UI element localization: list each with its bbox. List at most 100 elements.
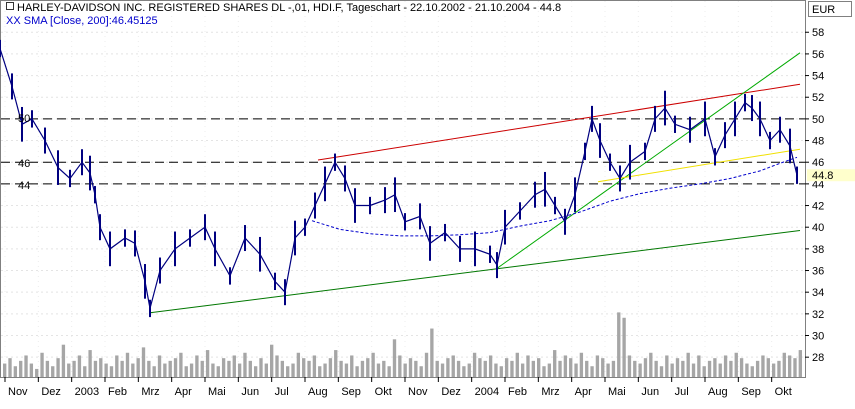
volume-bar — [638, 363, 642, 377]
x-tick-label: Okt — [775, 386, 792, 398]
volume-bar — [264, 363, 268, 377]
volume-bar — [734, 352, 738, 377]
chart-menu-icon[interactable] — [6, 2, 14, 10]
volume-bar — [430, 328, 434, 377]
x-tick-label: Mrz — [541, 386, 559, 398]
volume-bar — [691, 363, 696, 377]
volume-bar — [360, 360, 365, 377]
volume-bar — [296, 352, 301, 377]
volume-bar — [147, 360, 151, 377]
volume-bar — [424, 352, 429, 377]
y-tick-label: 50 — [812, 114, 824, 126]
volume-bar — [435, 360, 439, 377]
volume-bar — [398, 355, 402, 377]
x-tick-label: Jul — [275, 386, 289, 398]
volume-bar — [334, 350, 338, 377]
volume-bar — [702, 366, 706, 377]
y-tick-label: 52 — [812, 92, 824, 104]
y-tick-label: 38 — [812, 244, 824, 256]
price-line — [0, 39, 798, 318]
volume-bar — [611, 360, 616, 377]
volume-bar — [125, 352, 130, 377]
volume-bar — [387, 366, 391, 377]
currency-selector[interactable]: EUR — [808, 1, 852, 17]
volume-bar — [83, 366, 87, 377]
x-tick-label: Apr — [575, 386, 592, 398]
volume-bar — [237, 363, 242, 377]
sma-legend: XX SMA [Close, 200]:46.45125 — [6, 15, 158, 27]
y-tick-label: 40 — [812, 222, 824, 234]
volume-bar — [755, 360, 760, 377]
volume-bar — [686, 352, 690, 377]
volume-bar — [371, 352, 375, 377]
volume-bar — [520, 363, 525, 377]
volume-bar — [697, 355, 701, 377]
volume-bar — [355, 366, 359, 377]
volume-bar — [302, 358, 306, 377]
volume-bar — [45, 360, 50, 377]
x-tick-label: Aug — [308, 386, 328, 398]
volume-bar — [793, 358, 797, 377]
volume-bar — [109, 366, 114, 377]
trend-line — [149, 229, 801, 314]
volume-bar — [579, 352, 584, 377]
y-tick-label: 32 — [812, 309, 824, 321]
volume-bar — [243, 352, 247, 377]
volume-bar — [515, 352, 519, 377]
volume-bar — [270, 344, 274, 377]
volume-bar — [531, 360, 535, 377]
volume-bar — [99, 358, 103, 377]
last-value-box — [807, 169, 855, 182]
volume-bar — [440, 363, 445, 377]
y-tick-label: 56 — [812, 49, 824, 61]
y-tick-label: 34 — [812, 287, 824, 299]
volume-bar — [323, 363, 327, 377]
volume-bar — [456, 360, 461, 377]
volume-bar — [318, 366, 322, 377]
volume-bar — [3, 363, 7, 377]
volume-bar — [392, 339, 397, 377]
volume-bar — [286, 366, 290, 377]
x-tick-label: Nov — [8, 386, 28, 398]
volume-bar — [467, 363, 471, 377]
volume-bars — [3, 312, 802, 377]
volume-bar — [248, 360, 252, 377]
volume-bar — [718, 363, 722, 377]
volume-bar — [601, 358, 605, 377]
volume-bar — [253, 366, 258, 377]
volume-bar — [35, 368, 39, 377]
y-tick-label: 30 — [812, 331, 824, 343]
volume-bar — [547, 363, 552, 377]
y-tick-label: 46 — [812, 157, 824, 169]
volume-bar — [771, 363, 776, 377]
x-tick-label: Jul — [675, 386, 689, 398]
y-tick-label: 54 — [812, 71, 824, 83]
volume-bar — [451, 355, 455, 377]
volume-bar — [670, 363, 674, 377]
volume-bar — [472, 352, 477, 377]
volume-bar — [707, 360, 712, 377]
volume-bar — [88, 350, 92, 377]
volume-bar — [563, 355, 568, 377]
x-tick-label: Dez — [41, 386, 61, 398]
chart-title: HARLEY-DAVIDSON INC. REGISTERED SHARES D… — [6, 2, 561, 14]
horizontal-levels — [1, 118, 805, 185]
volume-bar — [216, 366, 220, 377]
last-value-label: 44.8 — [812, 170, 833, 182]
volume-bar — [131, 363, 135, 377]
volume-bar — [483, 360, 487, 377]
x-tick-label: Aug — [708, 386, 728, 398]
volume-bar — [141, 347, 146, 377]
volume-bar — [168, 360, 172, 377]
volume-bar — [462, 366, 466, 377]
volume-bar — [307, 360, 311, 377]
volume-bar — [553, 350, 557, 377]
volume-bar — [729, 360, 733, 377]
y-axis: 28 30 32 34 36 38 40 42 44 46 48 50 52 54 56 58 44.8 — [805, 27, 855, 364]
y-tick-label: 42 — [812, 201, 824, 213]
level-label-44: 44 — [18, 180, 31, 192]
volume-bar — [152, 366, 156, 377]
volume-bar — [777, 360, 781, 377]
volume-bar — [488, 355, 493, 377]
x-tick-label: Mai — [608, 386, 626, 398]
